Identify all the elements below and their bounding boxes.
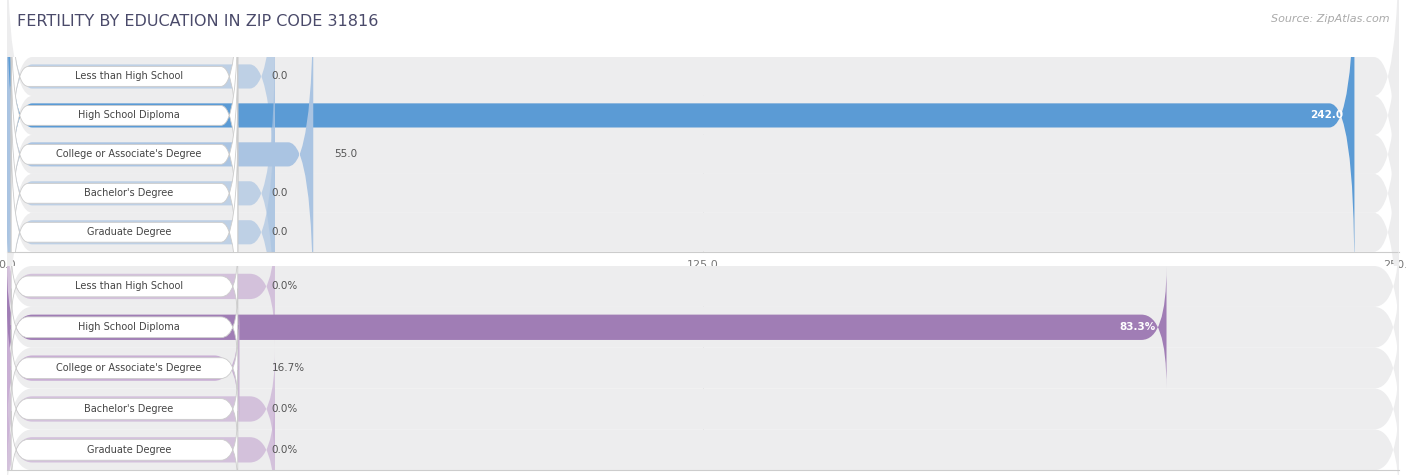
FancyBboxPatch shape [11,289,238,366]
Text: 0.0%: 0.0% [271,404,298,414]
FancyBboxPatch shape [7,0,1399,310]
Text: College or Associate's Degree: College or Associate's Degree [56,149,201,160]
FancyBboxPatch shape [7,315,1399,421]
Text: FERTILITY BY EDUCATION IN ZIP CODE 31816: FERTILITY BY EDUCATION IN ZIP CODE 31816 [17,14,378,29]
FancyBboxPatch shape [7,0,1354,279]
FancyBboxPatch shape [7,226,276,347]
Text: College or Associate's Degree: College or Associate's Degree [56,363,201,373]
FancyBboxPatch shape [7,348,276,470]
Text: Less than High School: Less than High School [75,281,183,292]
FancyBboxPatch shape [7,307,239,429]
Text: 0.0: 0.0 [271,227,288,238]
FancyBboxPatch shape [7,0,1399,271]
Text: High School Diploma: High School Diploma [77,110,180,121]
FancyBboxPatch shape [11,330,238,407]
FancyBboxPatch shape [7,274,1399,380]
Text: 55.0: 55.0 [335,149,357,160]
FancyBboxPatch shape [7,397,1399,475]
Text: 83.3%: 83.3% [1119,322,1156,332]
FancyBboxPatch shape [11,125,238,339]
Text: 0.0%: 0.0% [271,281,298,292]
FancyBboxPatch shape [11,370,238,447]
FancyBboxPatch shape [7,356,1399,462]
Text: Graduate Degree: Graduate Degree [87,445,172,455]
FancyBboxPatch shape [7,0,1399,232]
FancyBboxPatch shape [7,30,276,357]
Text: Less than High School: Less than High School [75,71,183,82]
Text: High School Diploma: High School Diploma [77,322,180,332]
FancyBboxPatch shape [11,248,238,325]
FancyBboxPatch shape [11,86,238,300]
FancyBboxPatch shape [7,0,276,240]
FancyBboxPatch shape [7,233,1399,340]
Text: 242.0: 242.0 [1310,110,1343,121]
Text: 16.7%: 16.7% [271,363,305,373]
FancyBboxPatch shape [11,9,238,222]
Text: 0.0: 0.0 [271,188,288,199]
FancyBboxPatch shape [7,266,1167,388]
FancyBboxPatch shape [7,69,276,396]
FancyBboxPatch shape [7,76,1399,388]
Text: Bachelor's Degree: Bachelor's Degree [84,404,173,414]
Text: 0.0%: 0.0% [271,445,298,455]
Text: Source: ZipAtlas.com: Source: ZipAtlas.com [1271,14,1389,24]
Text: Bachelor's Degree: Bachelor's Degree [84,188,173,199]
Text: Graduate Degree: Graduate Degree [87,227,172,238]
FancyBboxPatch shape [11,0,238,183]
FancyBboxPatch shape [7,389,276,475]
Text: 0.0: 0.0 [271,71,288,82]
FancyBboxPatch shape [7,38,1399,349]
FancyBboxPatch shape [11,48,238,261]
FancyBboxPatch shape [7,0,314,318]
FancyBboxPatch shape [11,411,238,475]
